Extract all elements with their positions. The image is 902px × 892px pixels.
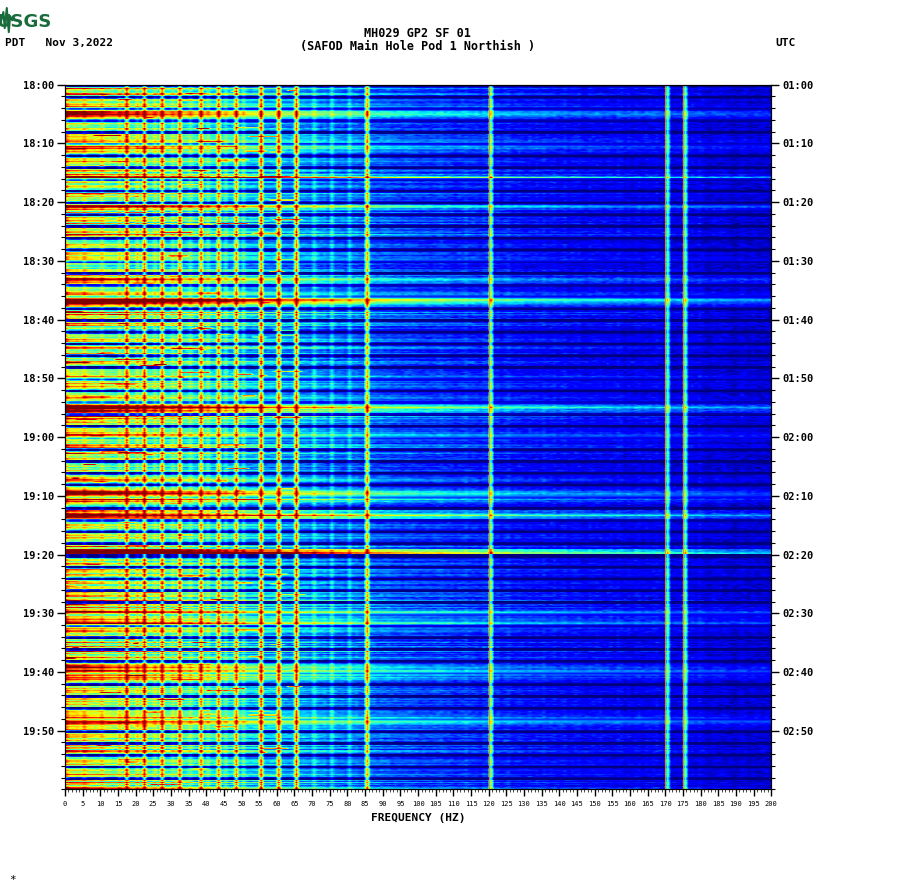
Text: MH029 GP2 SF 01: MH029 GP2 SF 01: [364, 27, 471, 39]
Text: USGS: USGS: [0, 13, 51, 31]
Text: (SAFOD Main Hole Pod 1 Northish ): (SAFOD Main Hole Pod 1 Northish ): [300, 40, 535, 53]
Text: PDT   Nov 3,2022: PDT Nov 3,2022: [5, 37, 113, 48]
Text: *: *: [9, 875, 15, 885]
Text: UTC: UTC: [776, 37, 796, 48]
X-axis label: FREQUENCY (HZ): FREQUENCY (HZ): [371, 813, 465, 822]
